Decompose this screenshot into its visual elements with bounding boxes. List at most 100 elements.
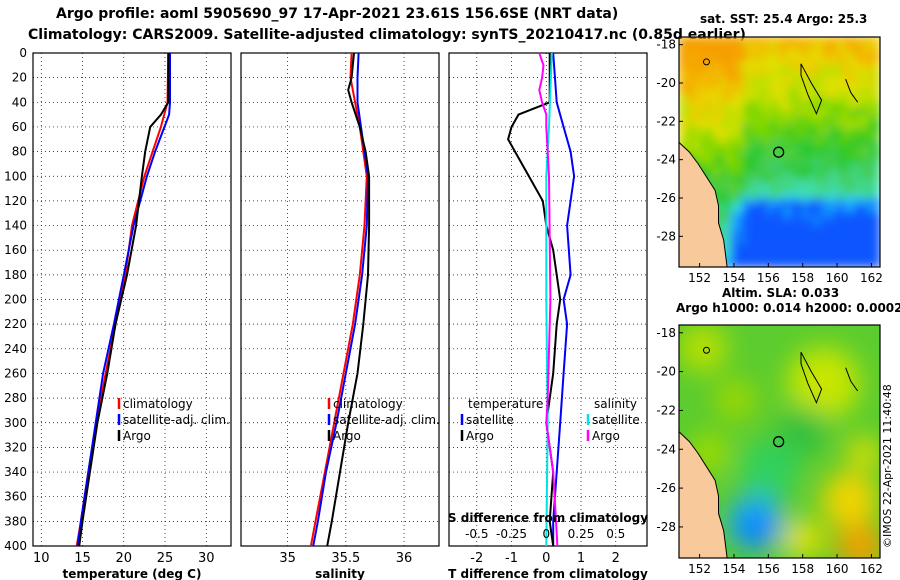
map-frame [678,36,881,268]
x-tick-label: -2 [470,551,483,566]
legend: climatology satellite-adj. clim. Argo [327,397,440,443]
map-y-tick-label: -20 [656,365,676,379]
y-tick-label: 400 [4,539,27,553]
reef-outline [800,351,823,405]
land-mass [679,431,728,558]
series-argo [78,53,170,546]
sst-field [679,37,880,267]
y-tick-label: 20 [12,71,27,85]
legend-label: Argo [592,429,620,443]
map-y-tick-label: -28 [656,520,676,534]
series-satellite-adj-clim- [312,53,370,546]
map-y-tick-label: -18 [656,326,676,340]
x-tick-label: 2 [612,551,620,566]
legend-label: satellite [592,413,640,427]
map-x-tick-label: 156 [757,271,780,285]
x-tick-label: 35 [279,551,296,566]
legend-label: satellite-adj. clim. [123,413,230,427]
y-tick-label: 160 [4,243,27,257]
series-salinity-argo [538,53,559,546]
x-tick-label: 36 [396,551,413,566]
map-frame [678,324,881,559]
legend-title: salinity [594,397,637,411]
y-tick-label: 180 [4,268,27,282]
series-climatology [309,53,368,546]
axes-frame [240,52,440,547]
legend-label: Argo [466,429,494,443]
map-y-tick-label: -20 [656,76,676,90]
climatology-title: Climatology: CARS2009. Satellite-adjuste… [28,27,746,43]
x-tick-label: 35.5 [331,551,360,566]
map-x-tick-label: 158 [791,271,814,285]
legend-label: Argo [333,429,361,443]
y-tick-label: 360 [4,490,27,504]
series-temperature-satellite [552,53,576,546]
x-tick-label: 0 [542,551,550,566]
series-salinity-satellite [545,53,553,546]
map-x-tick-label: 154 [723,271,746,285]
y-tick-label: 120 [4,194,27,208]
map-y-tick-label: -24 [656,442,676,456]
map-x-tick-label: 160 [826,562,849,576]
x-tick-label: 1 [577,551,585,566]
map-y-tick-label: -28 [656,229,676,243]
x-tick-label: -1 [505,551,518,566]
x-axis-label: temperature (deg C) [63,567,202,580]
reef-outline [845,78,859,103]
y-tick-label: 340 [4,465,27,479]
legend: temperature salinity satellite Argo satellit… [460,397,640,443]
y-tick-label: 100 [4,169,27,183]
axes-frame [448,52,648,547]
depth-axis: 0 20 40 60 80 100 120 140 160 180 200 220 240 260 280 3… [4,46,27,553]
argo-float-marker [772,146,785,158]
legend: climatology satellite-adj. clim. Argo [117,397,230,443]
reef-outline [702,58,710,66]
reef-outline [845,367,859,392]
x-tick-label: 20 [115,551,132,566]
y-tick-label: 300 [4,416,27,430]
x2-tick-label: -0.25 [496,527,527,541]
altimetry-map-title: Altim. SLA: 0.033 [722,286,840,300]
legend-label: Argo [123,429,151,443]
map-x-tick-label: 152 [688,562,711,576]
map-y-tick-label: -26 [656,191,676,205]
map-x-tick-label: 162 [860,562,883,576]
x2-tick-label: 0.5 [606,527,625,541]
y-tick-label: 220 [4,317,27,331]
x-axis-label: T difference from climatology [448,567,648,580]
y-tick-label: 240 [4,342,27,356]
argo-float-marker [772,436,785,448]
map-y-tick-label: -24 [656,153,676,167]
map-x-tick-label: 160 [826,271,849,285]
x2-tick-label: -0.5 [465,527,488,541]
panel-2: 35 35.5 36 salinity climatology satellite-adj… [240,52,440,580]
x-axis-label: salinity [315,567,365,580]
y-tick-label: 60 [12,120,27,134]
panel-3: -2 -1 0 1 2T difference from climatology S di… [448,52,648,580]
map-y-tick-label: -26 [656,481,676,495]
y-tick-label: 80 [12,145,27,159]
x2-tick-label: 0.25 [568,527,595,541]
sst-map: 152 154 156 158 160 162 -18 -20 -22 -24 -26 -28 [656,36,883,285]
map-x-tick-label: 156 [757,562,780,576]
profile-title: Argo profile: aoml 5905690_97 17-Apr-202… [56,6,619,22]
y-tick-label: 0 [19,46,27,60]
altimetry-map: 152 154 156 158 160 162 -18 -20 -22 -24 -26 -28 [656,324,883,576]
y-tick-label: 280 [4,391,27,405]
series-satellite-adj-clim- [76,53,171,546]
reef-outline [800,63,823,116]
sst-map-title: sat. SST: 25.4 Argo: 25.3 [700,12,868,26]
y-tick-label: 40 [12,95,27,109]
series-argo [326,53,371,546]
map-x-tick-label: 154 [723,562,746,576]
map-y-tick-label: -18 [656,38,676,52]
land-mass [679,141,728,267]
axes-frame [32,52,232,547]
x-tick-label: 25 [157,551,174,566]
y-tick-label: 200 [4,293,27,307]
legend-label: climatology [333,397,403,411]
legend-label: satellite [466,413,514,427]
x-tick-label: 15 [74,551,91,566]
x2-axis-label: S difference from climatology [448,511,648,525]
